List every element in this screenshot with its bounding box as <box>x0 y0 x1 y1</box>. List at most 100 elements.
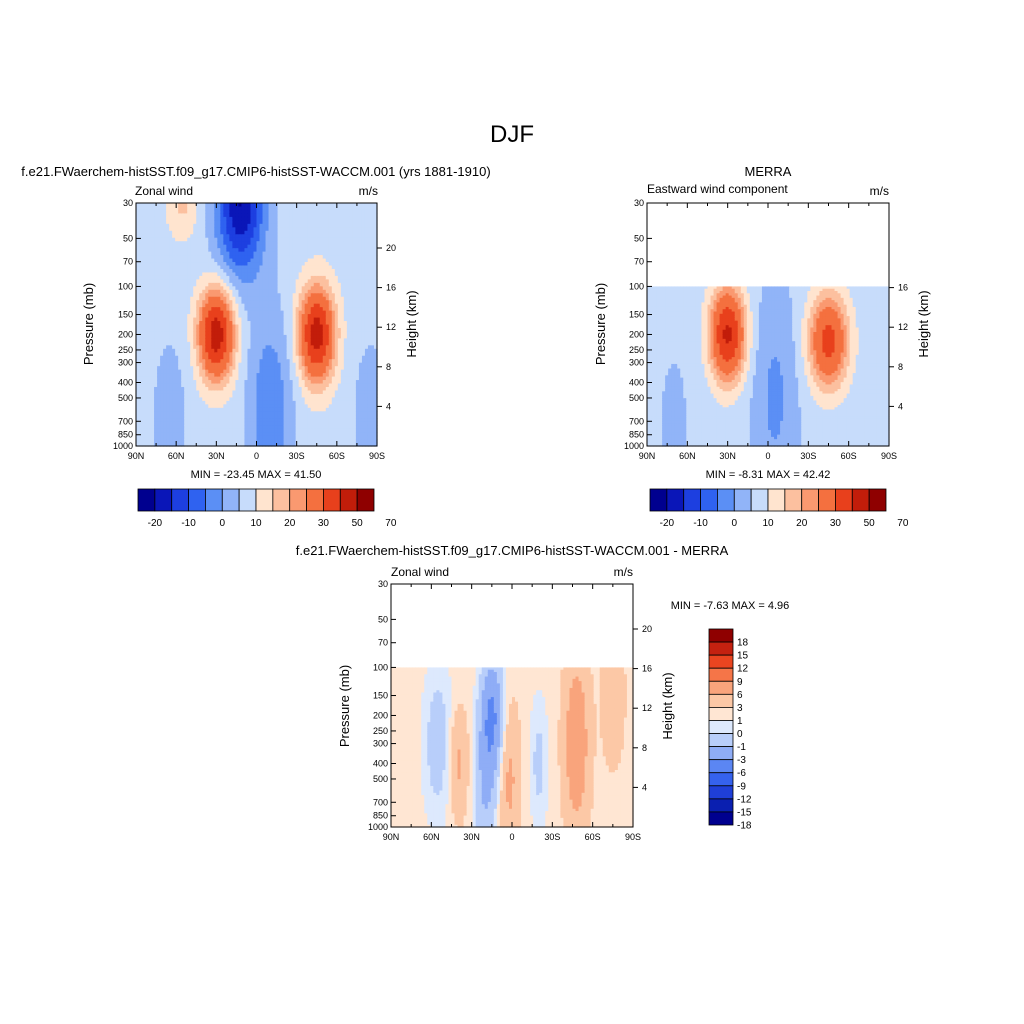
colorbar-label: -6 <box>737 768 746 779</box>
height-tick-label: 16 <box>386 283 396 293</box>
colorbar-label: 30 <box>318 518 330 529</box>
colorbar-label: 18 <box>737 638 749 649</box>
colorbar-label: 12 <box>737 664 749 675</box>
x-tick-label: 0 <box>509 832 514 842</box>
colorbar-box <box>717 488 735 512</box>
model-minmax-label: MIN = -23.45 MAX = 41.50 <box>191 469 322 481</box>
diff-variable-label: Zonal wind <box>391 565 449 579</box>
y-tick-label: 1000 <box>368 822 388 832</box>
y-tick-label: 150 <box>629 310 644 320</box>
x-tick-label: 0 <box>254 451 259 461</box>
colorbar-label: 70 <box>385 518 397 529</box>
colorbar-label: 20 <box>796 518 808 529</box>
colorbar-label: -20 <box>148 518 163 529</box>
x-tick-label: 60S <box>585 832 601 842</box>
model-case-title: f.e21.FWaerchem-histSST.f09_g17.CMIP6-hi… <box>21 164 490 179</box>
colorbar-box <box>272 488 291 512</box>
diff-colorbar: 18 15 12 9 6 3 1 0 -1 -3 -6 -9 -12 -15 -18 <box>708 628 752 832</box>
obs-colorbar: -20 -10 0 10 20 30 50 70 <box>649 488 909 529</box>
y-tick-label: 700 <box>118 416 133 426</box>
model-units-label: m/s <box>359 184 378 198</box>
y-tick-label: 150 <box>373 691 388 701</box>
contour-fill <box>391 667 634 828</box>
colorbar-label: 50 <box>352 518 364 529</box>
colorbar-box <box>666 488 685 512</box>
height-tick-label: 12 <box>898 322 908 332</box>
model-pressure-axis-label: Pressure (mb) <box>81 283 96 365</box>
height-tick-label: 20 <box>386 243 396 253</box>
obs-units-label: m/s <box>870 184 889 198</box>
colorbar-label: 50 <box>864 518 876 529</box>
y-tick-label: 1000 <box>113 441 133 451</box>
colorbar-box <box>851 488 870 512</box>
height-tick-label: 8 <box>386 362 391 372</box>
colorbar-box <box>289 488 307 512</box>
colorbar-label: -15 <box>737 807 752 818</box>
x-tick-label: 60N <box>168 451 185 461</box>
colorbar-box <box>171 488 189 512</box>
height-tick-label: 4 <box>386 401 391 411</box>
height-tick-label: 12 <box>386 322 396 332</box>
y-tick-label: 500 <box>629 393 644 403</box>
x-tick-label: 60S <box>329 451 345 461</box>
colorbar-box <box>708 680 734 695</box>
height-tick-label: 8 <box>642 743 647 753</box>
x-tick-label: 90S <box>625 832 641 842</box>
height-tick-label: 12 <box>642 703 652 713</box>
height-tick-label: 20 <box>642 624 652 634</box>
colorbar-box <box>767 488 786 512</box>
y-tick-label: 850 <box>373 811 388 821</box>
x-tick-label: 90N <box>639 451 656 461</box>
y-tick-label: 250 <box>373 726 388 736</box>
colorbar-box <box>818 488 836 512</box>
colorbar-label: -10 <box>181 518 196 529</box>
colorbar-box <box>238 488 257 512</box>
colorbar-box <box>323 488 341 512</box>
x-tick-label: 60N <box>423 832 440 842</box>
y-tick-label: 150 <box>118 310 133 320</box>
colorbar-box <box>708 785 734 800</box>
colorbar-box <box>356 488 375 512</box>
colorbar-box <box>255 488 274 512</box>
x-tick-label: 90S <box>881 451 897 461</box>
height-tick-label: 4 <box>898 401 903 411</box>
y-tick-label: 700 <box>629 416 644 426</box>
colorbar-box <box>188 488 206 512</box>
y-tick-label: 850 <box>629 430 644 440</box>
colorbar-label: 10 <box>250 518 262 529</box>
y-tick-label: 400 <box>629 378 644 388</box>
y-tick-label: 300 <box>118 358 133 368</box>
colorbar-box <box>649 488 668 512</box>
colorbar-box <box>801 488 819 512</box>
colorbar-box <box>750 488 769 512</box>
obs-contour-plot: 90N 60N 30N 0 30S 60S 90S 30 50 70 100 150 200 250 300… <box>624 198 908 461</box>
x-tick-label: 60N <box>679 451 696 461</box>
colorbar-box <box>700 488 718 512</box>
y-tick-label: 400 <box>118 378 133 388</box>
x-tick-label: 30S <box>289 451 305 461</box>
y-tick-label: 100 <box>118 281 133 291</box>
y-tick-label: 50 <box>634 233 644 243</box>
y-tick-label: 30 <box>378 579 388 589</box>
x-tick-label: 30N <box>208 451 225 461</box>
x-tick-label: 90N <box>383 832 400 842</box>
colorbar-box <box>205 488 223 512</box>
model-height-axis-label: Height (km) <box>404 290 419 357</box>
height-tick-label: 4 <box>642 782 647 792</box>
colorbar-label: -18 <box>737 821 752 832</box>
diff-minmax-label: MIN = -7.63 MAX = 4.96 <box>671 600 790 612</box>
colorbar-box <box>708 759 734 774</box>
colorbar-label: 0 <box>737 729 743 740</box>
obs-case-title: MERRA <box>745 164 792 179</box>
y-tick-label: 70 <box>634 257 644 267</box>
y-tick-label: 1000 <box>624 441 644 451</box>
colorbar-label: 20 <box>284 518 296 529</box>
colorbar-box <box>708 798 734 813</box>
model-variable-label: Zonal wind <box>135 184 193 198</box>
colorbar-label: 15 <box>737 651 749 662</box>
colorbar-label: 9 <box>737 677 743 688</box>
colorbar-label: -20 <box>660 518 675 529</box>
y-tick-label: 30 <box>123 198 133 208</box>
y-tick-label: 850 <box>118 430 133 440</box>
obs-variable-label: Eastward wind component <box>647 182 788 196</box>
